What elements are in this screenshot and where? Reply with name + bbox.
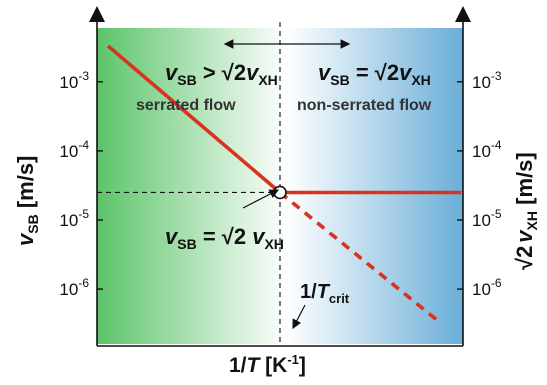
series-group — [106, 44, 462, 325]
left-tick-label-2: 10-5 — [59, 207, 89, 230]
serrated-region — [97, 28, 287, 344]
right-tick-label-2: 10-5 — [472, 207, 502, 230]
critical-temperature-label: 1/Tcrit — [300, 281, 350, 306]
non-serrated-region — [287, 28, 463, 344]
left-tick-label-0: 10-3 — [59, 69, 89, 92]
intersection-point — [273, 185, 287, 200]
left-condition: vSB > √2vXH — [165, 60, 278, 88]
left-tick-label-3: 10-6 — [59, 276, 89, 299]
series-line-0-solid — [106, 44, 282, 194]
serrated-flow-label: serrated flow — [136, 97, 236, 114]
right-tick-label-3: 10-6 — [472, 276, 502, 299]
non-serrated-flow-label: non-serrated flow — [297, 97, 432, 114]
right-y-ticks: 10-3 10-4 10-5 10-6 — [457, 69, 502, 299]
right-tick-label-0: 10-3 — [472, 69, 502, 92]
right-y-axis-title: √2vXH [m/s] — [512, 152, 540, 270]
right-condition: vSB = √2vXH — [318, 60, 431, 88]
right-tick-label-1: 10-4 — [472, 138, 502, 161]
series-line-2-dashed — [278, 191, 443, 325]
intersection-pointer-arrow — [242, 189, 280, 209]
left-tick-label-1: 10-4 — [59, 138, 89, 161]
intersection-label: vSB = √2 vXH — [165, 224, 284, 252]
left-y-ticks: 10-3 10-4 10-5 10-6 — [59, 69, 103, 299]
left-y-axis-title: vSB [m/s] — [13, 156, 41, 246]
critical-pointer-arrow — [292, 304, 306, 330]
x-axis-title: 1/T [K-1] — [229, 352, 306, 377]
